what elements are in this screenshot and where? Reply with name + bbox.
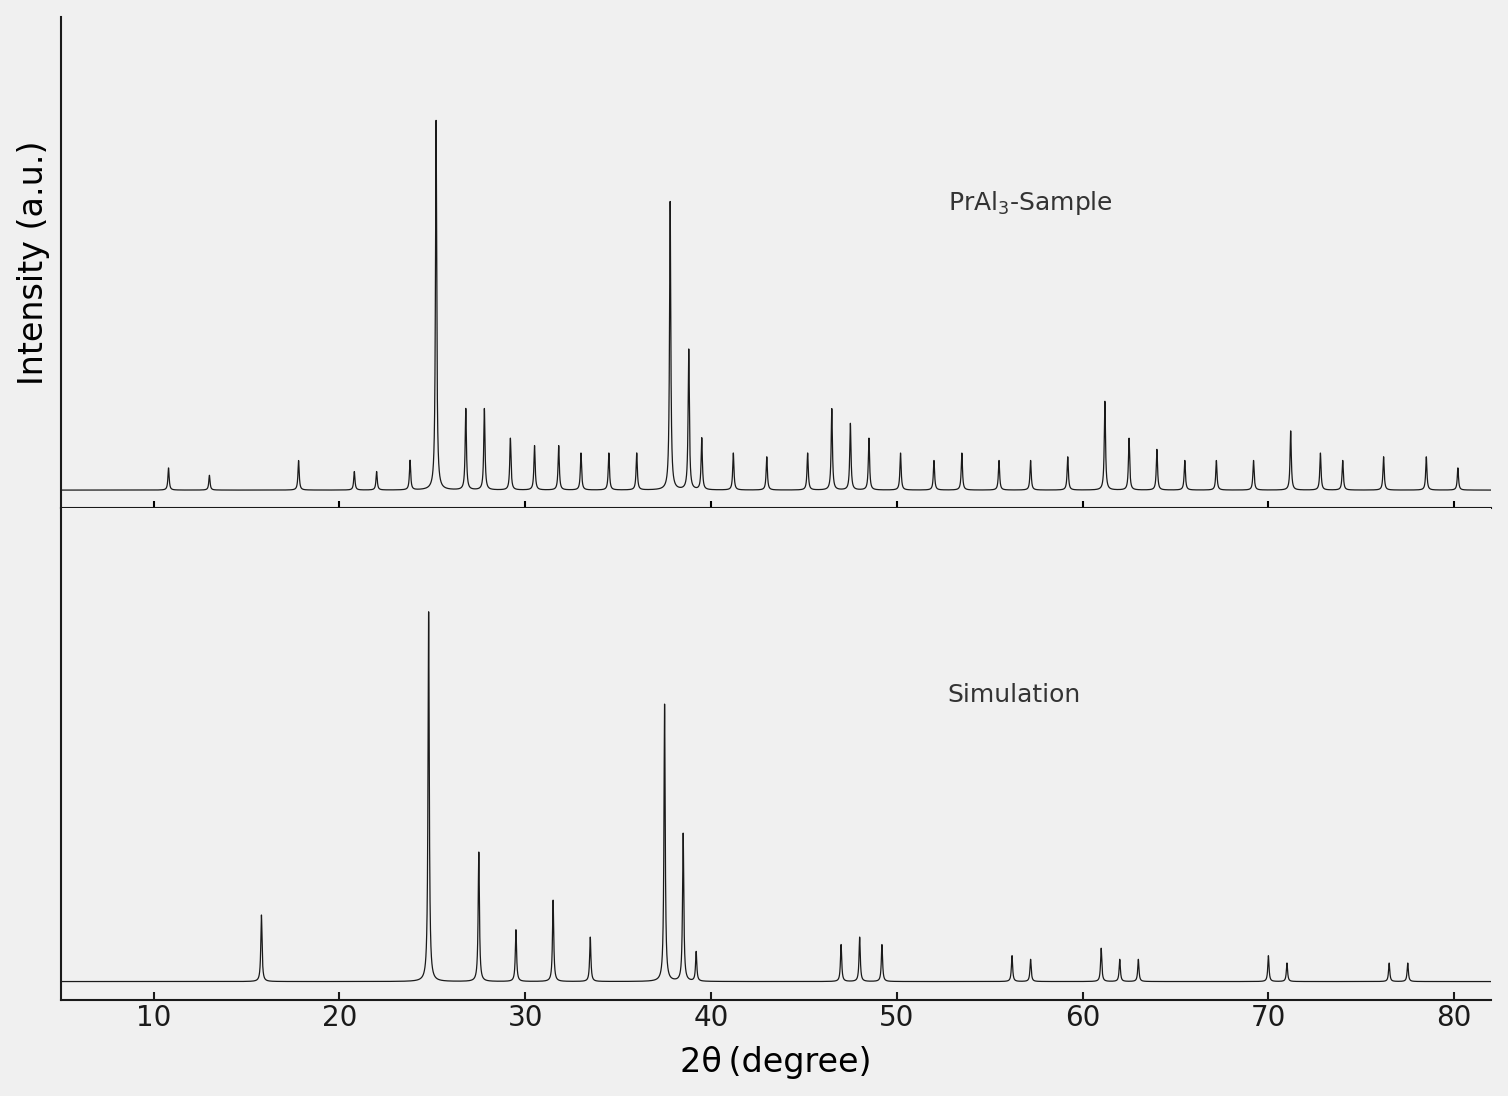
Text: PrAl$_3$-Sample: PrAl$_3$-Sample: [947, 190, 1113, 217]
X-axis label: 2θ (degree): 2θ (degree): [680, 1047, 872, 1080]
Y-axis label: Intensity (a.u.): Intensity (a.u.): [17, 140, 50, 385]
Text: Simulation: Simulation: [947, 683, 1081, 707]
